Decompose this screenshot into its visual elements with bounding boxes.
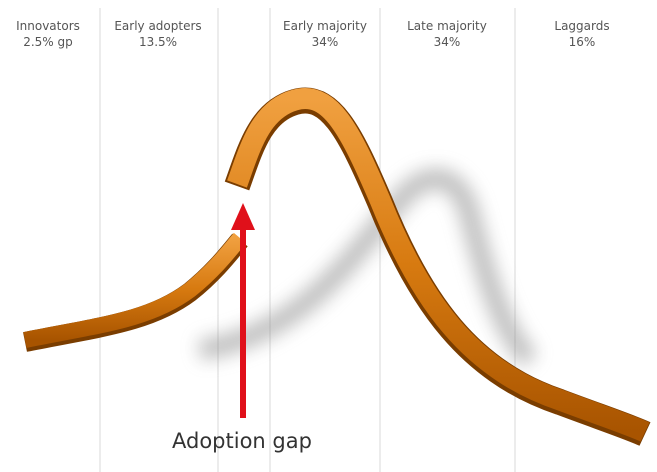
- segment-name: Laggards: [554, 19, 609, 33]
- annotation: Adoption gap: [172, 429, 312, 453]
- curve-edge: [237, 100, 645, 434]
- segment-name: Early majority: [283, 19, 367, 33]
- segment-name: Early adopters: [114, 19, 201, 33]
- arrow-head: [231, 203, 255, 230]
- segment-name: Innovators: [16, 19, 80, 33]
- segment-share: 34%: [434, 35, 461, 49]
- curve-right: [237, 98, 645, 432]
- curve-shadow: [200, 179, 530, 360]
- segment-share: 16%: [569, 35, 596, 49]
- segment-labels: Innovators 2.5% gp Early adopters 13.5% Earl…: [16, 19, 610, 49]
- segment-name: Late majority: [407, 19, 487, 33]
- segment-share: 2.5% gp: [23, 35, 73, 49]
- segment-share: 13.5%: [139, 35, 177, 49]
- adoption-diagram: Adoption gap Innovators 2.5% gp Early adop…: [0, 0, 657, 472]
- page: Adoption gap Innovators 2.5% gp Early adop…: [0, 0, 657, 472]
- dividers: [100, 8, 515, 472]
- segment-share: 34%: [312, 35, 339, 49]
